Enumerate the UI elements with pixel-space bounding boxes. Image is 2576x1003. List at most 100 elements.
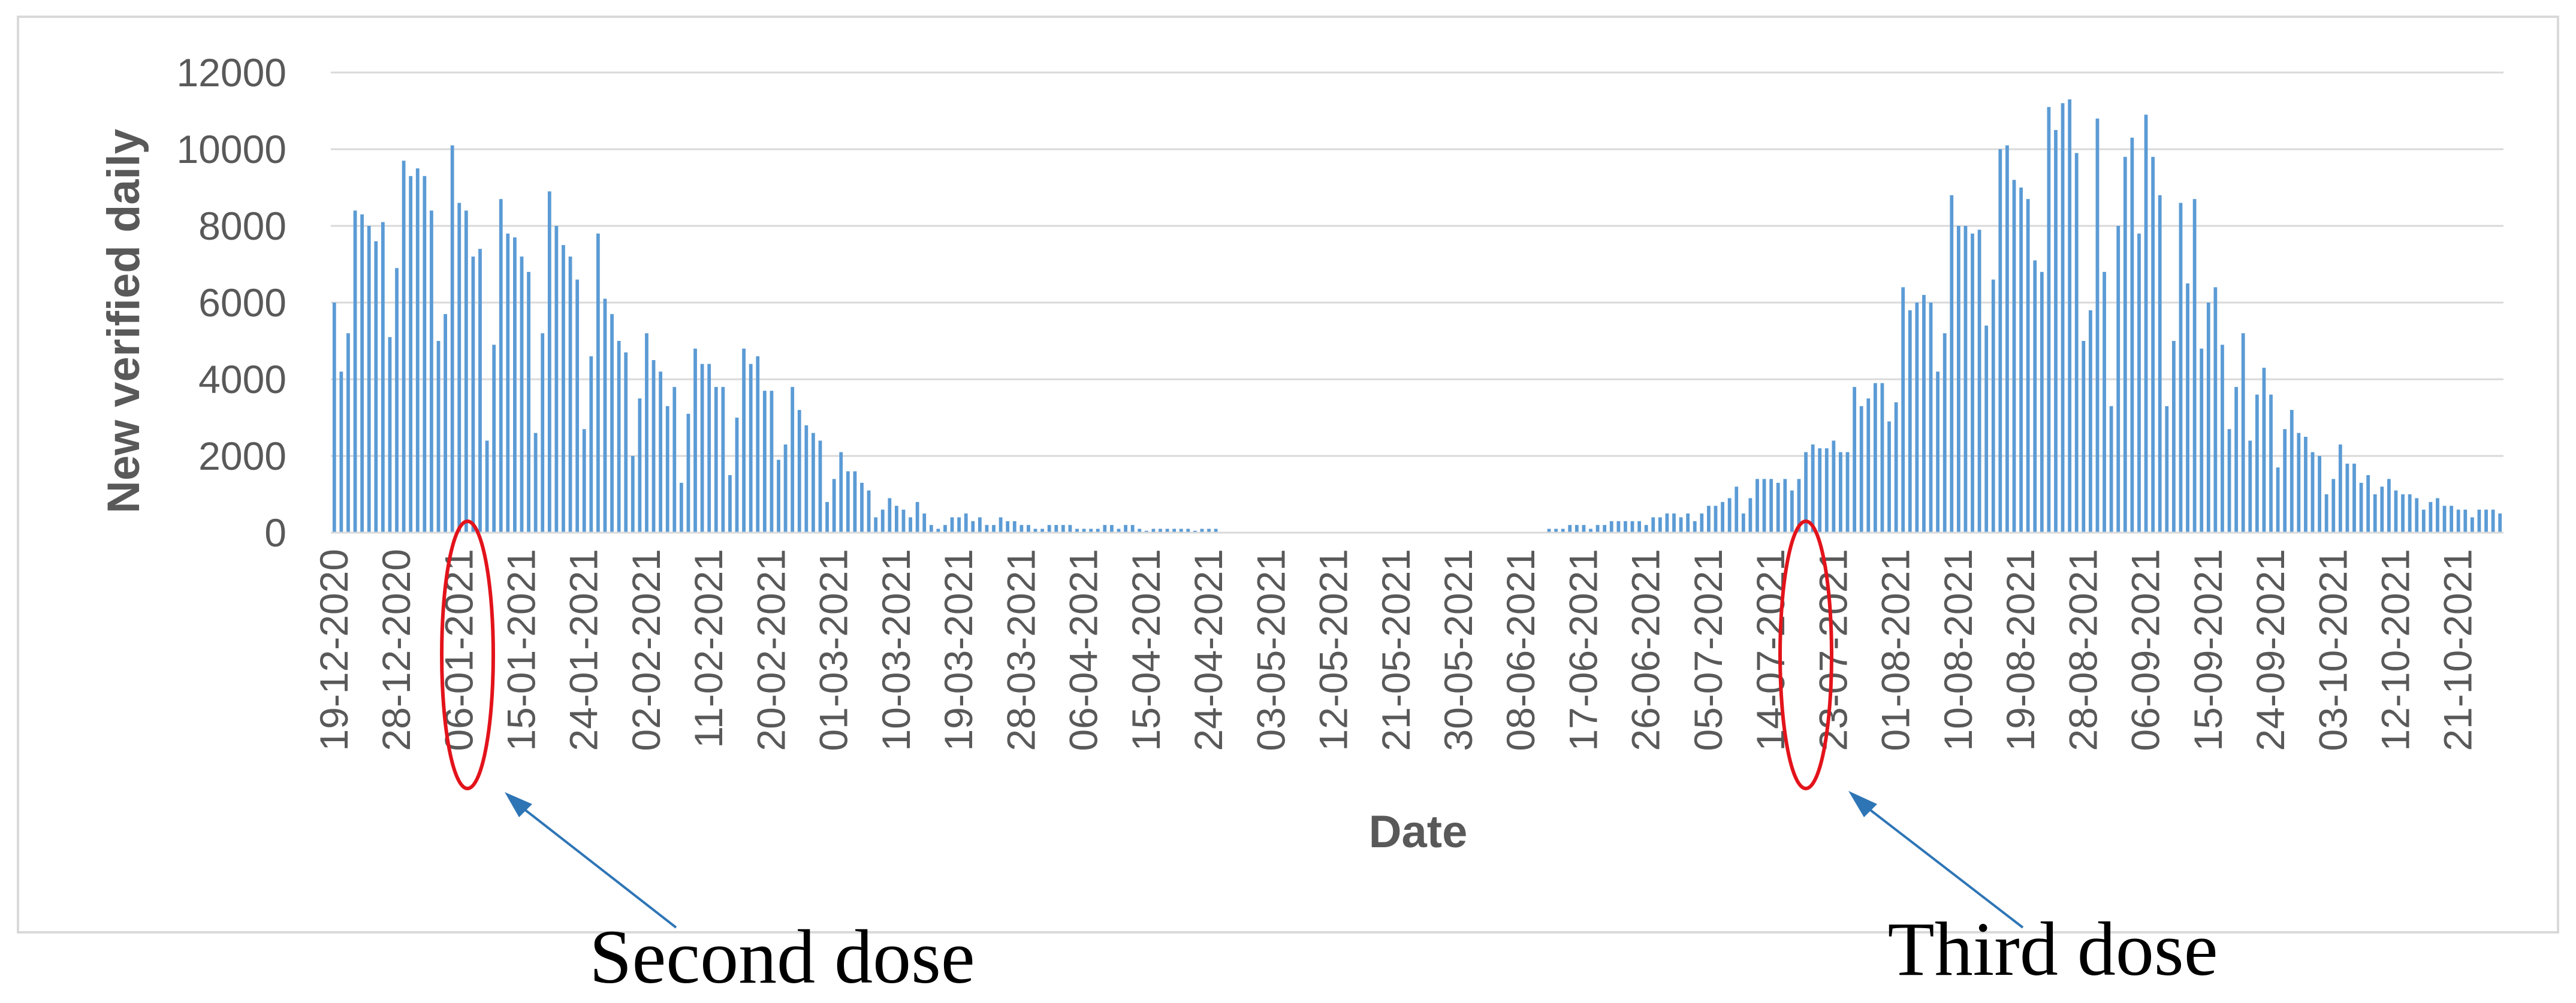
x-tick-label: 19-12-2020 [312,549,356,751]
bar [909,517,912,533]
bar [2012,180,2016,533]
bar [367,226,371,533]
bar [1679,517,1683,533]
y-tick-label: 2000 [198,434,286,478]
bar [444,314,447,533]
second-dose-label: Second dose [589,914,975,999]
bar [1103,525,1107,533]
bar [2026,199,2030,533]
bar [679,482,683,533]
x-axis-title: Date [1369,806,1468,857]
x-tick-label: 17-06-2021 [1561,549,1606,751]
bar [1040,528,1044,533]
bar [1089,528,1093,533]
x-tick-label: 10-08-2021 [1936,549,1980,751]
bar [2394,490,2398,533]
bar [707,364,711,533]
x-tick-label: 24-09-2021 [2248,549,2293,751]
bar [1054,525,1058,533]
bar [1735,487,1739,533]
bar [971,521,975,533]
bar [2304,437,2307,533]
bar [2498,513,2502,533]
bar [1873,383,1877,533]
bar [762,391,767,533]
x-tick-label: 02-02-2021 [624,549,668,751]
bar [2269,394,2273,533]
bar [423,176,427,533]
bar [2352,463,2356,533]
bar [471,256,475,533]
bar [1138,528,1142,533]
x-tick-label: 30-05-2021 [1436,549,1480,751]
x-tick-label: 21-05-2021 [1374,549,1418,751]
bar [2082,341,2086,533]
bar [936,528,940,533]
x-tick-label: 28-12-2020 [374,549,418,751]
bar [2331,479,2336,533]
bar [1179,528,1183,533]
bar [686,413,690,533]
bar [554,226,559,533]
bar [2491,509,2495,533]
x-tick-label: 15-09-2021 [2186,549,2230,751]
bar [2463,509,2468,533]
bar [1922,295,1926,533]
bar [478,249,482,533]
bar [1207,528,1211,533]
bar [2262,367,2266,533]
bar [346,333,350,533]
bar [2227,429,2231,533]
bar [2255,394,2259,533]
second-dose-arrowhead [505,792,532,817]
bar [603,298,607,533]
bar [1082,528,1086,533]
bar [1595,525,1600,533]
y-tick-label: 10000 [176,127,286,171]
bar [2297,433,2301,533]
bar [2234,386,2239,533]
bar [2456,509,2460,533]
bar [513,237,517,533]
bar [1554,528,1558,533]
bar [1908,310,1912,533]
bar [2477,509,2481,533]
bar [2116,226,2120,533]
bar [1672,513,1676,533]
bar [2151,156,2155,533]
second-dose-arrow [512,799,677,929]
y-tick-label: 4000 [198,357,286,401]
bar [1609,521,1613,533]
x-tick-label: 11-02-2021 [686,549,731,748]
bar [2421,509,2426,533]
bar [360,214,364,533]
x-tick-label: 08-06-2021 [1498,549,1543,751]
bar [929,525,933,533]
bar [2061,103,2065,533]
bar [2470,517,2474,533]
bar [888,498,892,533]
bar [2248,440,2252,533]
third-dose-arrowhead [1848,791,1877,817]
bar [797,410,801,533]
bar [2158,195,2162,533]
x-tick-label: 01-03-2021 [812,549,856,751]
bar [2442,506,2447,533]
bar [2137,233,2141,533]
bar [2401,494,2405,533]
bar [1707,506,1711,533]
bar [1755,479,1759,533]
bar [901,509,906,533]
bar [1630,521,1634,533]
x-tick-label: 01-08-2021 [1874,549,1918,751]
bar [714,386,718,533]
bar [1714,506,1718,533]
bar [2276,467,2280,533]
bar [589,356,593,533]
bar [1991,279,1995,533]
bar [1971,233,1974,533]
bar [450,145,454,533]
bar [582,429,586,533]
bar [693,348,697,533]
